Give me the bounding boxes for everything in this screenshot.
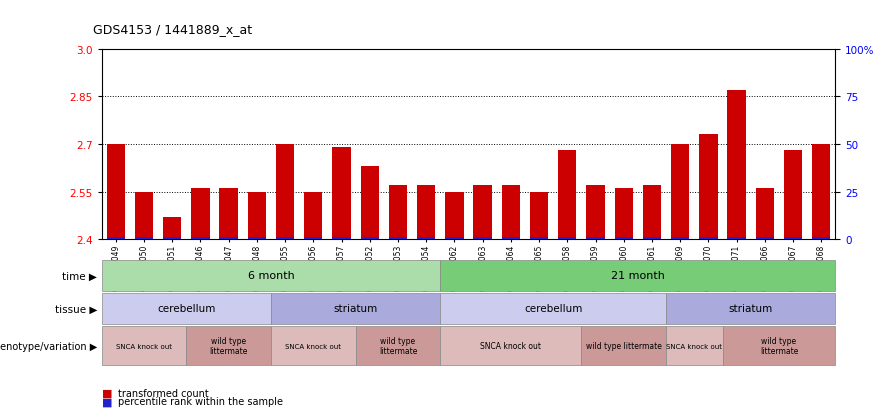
Text: striatum: striatum bbox=[728, 304, 773, 314]
Bar bbox=[417, 186, 435, 240]
Bar bbox=[332, 148, 351, 240]
Bar bbox=[389, 186, 408, 240]
Text: SNCA knock out: SNCA knock out bbox=[116, 343, 172, 349]
Bar bbox=[276, 237, 294, 240]
Bar bbox=[191, 237, 210, 240]
Bar bbox=[135, 192, 153, 240]
Bar bbox=[474, 237, 492, 240]
Bar bbox=[728, 91, 746, 240]
Text: wild type
littermate: wild type littermate bbox=[210, 336, 248, 356]
Bar bbox=[248, 237, 266, 240]
Text: ■: ■ bbox=[102, 388, 112, 398]
Bar bbox=[699, 237, 718, 240]
Text: wild type
littermate: wild type littermate bbox=[759, 336, 798, 356]
Bar bbox=[219, 189, 238, 240]
Text: cerebellum: cerebellum bbox=[524, 304, 583, 314]
Bar bbox=[643, 237, 661, 240]
Bar bbox=[671, 237, 690, 240]
Bar bbox=[191, 189, 210, 240]
Bar bbox=[502, 186, 520, 240]
Bar bbox=[784, 151, 802, 240]
Text: 21 month: 21 month bbox=[611, 271, 665, 281]
Bar bbox=[728, 237, 746, 240]
Bar bbox=[417, 237, 435, 240]
Bar bbox=[502, 237, 520, 240]
Bar bbox=[812, 237, 830, 240]
Text: genotype/variation ▶: genotype/variation ▶ bbox=[0, 341, 97, 351]
Bar bbox=[530, 192, 548, 240]
Text: striatum: striatum bbox=[333, 304, 377, 314]
Bar bbox=[446, 192, 463, 240]
Text: SNCA knock out: SNCA knock out bbox=[286, 343, 341, 349]
Bar bbox=[107, 145, 125, 240]
Text: tissue ▶: tissue ▶ bbox=[55, 304, 97, 314]
Bar bbox=[446, 237, 463, 240]
Bar bbox=[332, 237, 351, 240]
Bar bbox=[276, 145, 294, 240]
Bar bbox=[812, 145, 830, 240]
Text: 6 month: 6 month bbox=[248, 271, 294, 281]
Bar bbox=[784, 237, 802, 240]
Bar bbox=[530, 237, 548, 240]
Bar bbox=[586, 237, 605, 240]
Text: transformed count: transformed count bbox=[118, 388, 209, 398]
Bar bbox=[304, 192, 323, 240]
Text: GDS4153 / 1441889_x_at: GDS4153 / 1441889_x_at bbox=[93, 23, 252, 36]
Bar bbox=[219, 237, 238, 240]
Bar bbox=[699, 135, 718, 240]
Text: ■: ■ bbox=[102, 396, 112, 406]
Bar bbox=[163, 237, 181, 240]
Bar bbox=[361, 237, 379, 240]
Bar bbox=[614, 189, 633, 240]
Bar bbox=[558, 237, 576, 240]
Bar bbox=[756, 189, 774, 240]
Bar bbox=[361, 167, 379, 240]
Text: SNCA knock out: SNCA knock out bbox=[480, 342, 541, 350]
Text: SNCA knock out: SNCA knock out bbox=[667, 343, 722, 349]
Bar bbox=[671, 145, 690, 240]
Text: wild type littermate: wild type littermate bbox=[586, 342, 661, 350]
Bar bbox=[163, 217, 181, 240]
Text: time ▶: time ▶ bbox=[63, 271, 97, 281]
Bar bbox=[586, 186, 605, 240]
Bar bbox=[389, 237, 408, 240]
Text: wild type
littermate: wild type littermate bbox=[378, 336, 417, 356]
Bar bbox=[107, 237, 125, 240]
Bar bbox=[558, 151, 576, 240]
Bar bbox=[135, 237, 153, 240]
Bar bbox=[614, 237, 633, 240]
Text: percentile rank within the sample: percentile rank within the sample bbox=[118, 396, 283, 406]
Bar bbox=[474, 186, 492, 240]
Bar bbox=[756, 237, 774, 240]
Bar bbox=[304, 237, 323, 240]
Text: cerebellum: cerebellum bbox=[157, 304, 216, 314]
Bar bbox=[248, 192, 266, 240]
Bar bbox=[643, 186, 661, 240]
